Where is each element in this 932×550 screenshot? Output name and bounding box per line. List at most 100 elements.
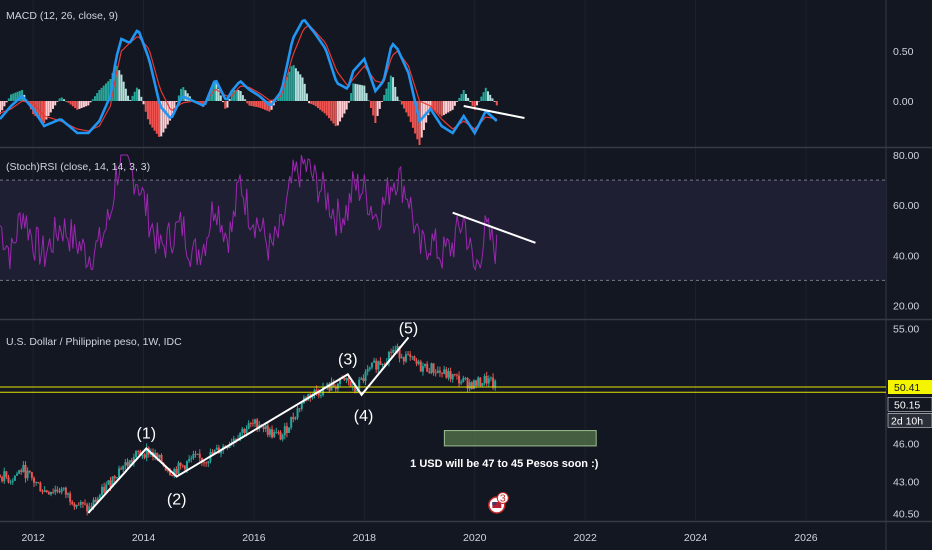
candle-body xyxy=(11,480,14,482)
macd-histogram-bar xyxy=(411,101,414,128)
macd-histogram-bar xyxy=(235,90,238,101)
macd-histogram-bar xyxy=(303,83,306,101)
candle-body xyxy=(137,451,140,452)
candle-body xyxy=(462,378,465,382)
candle-body xyxy=(451,374,454,380)
target-zone-box xyxy=(443,430,597,447)
macd-histogram-bar xyxy=(299,74,302,101)
macd-histogram-bar xyxy=(378,101,381,109)
candle-body xyxy=(94,499,97,503)
candle-body xyxy=(247,423,250,429)
macd-histogram-bar xyxy=(266,101,269,111)
macd-histogram-bar xyxy=(409,101,412,123)
candle-body xyxy=(75,504,78,507)
x-tick-2016: 2016 xyxy=(242,532,266,544)
macd-histogram-bar xyxy=(157,101,160,137)
candle-body xyxy=(358,379,361,391)
macd-histogram-bar xyxy=(7,98,10,101)
candle-body xyxy=(181,465,184,467)
candle-body xyxy=(489,377,492,379)
macd-histogram-bar xyxy=(133,91,136,101)
macd-histogram-bar xyxy=(484,87,487,101)
candle-body xyxy=(441,372,444,374)
candle-body xyxy=(50,492,53,495)
macd-histogram-bar xyxy=(316,101,319,109)
x-tick-2020: 2020 xyxy=(463,532,487,544)
candle-body xyxy=(35,482,38,483)
macd-histogram-bar xyxy=(36,101,39,118)
candle-body xyxy=(18,470,21,474)
macd-histogram-bar xyxy=(224,101,227,109)
macd-histogram-bar xyxy=(323,101,326,114)
macd-histogram-bar xyxy=(345,101,348,110)
candle-body xyxy=(207,461,210,464)
stoch-rsi-line xyxy=(0,154,498,272)
macd-histogram-bar xyxy=(350,93,353,101)
macd-histogram-bar xyxy=(398,100,401,102)
price-pane: (1) (2) (3) (4) (5) 3 xyxy=(0,320,886,516)
macd-histogram-bar xyxy=(442,101,445,116)
candle-body xyxy=(449,371,452,380)
candle-body xyxy=(139,451,142,455)
macd-histogram-bar xyxy=(286,76,289,101)
candle-body xyxy=(353,386,356,392)
candle-body xyxy=(188,459,191,462)
macd-histogram-bar xyxy=(290,66,293,101)
candle-body xyxy=(468,382,471,389)
candle-body xyxy=(71,501,74,505)
macd-histogram-bar xyxy=(213,81,216,101)
macd-histogram-bar xyxy=(440,101,443,117)
rsi-y-tick: 20.00 xyxy=(893,300,919,312)
candle-body xyxy=(33,477,36,483)
candle-body xyxy=(228,444,231,449)
candle-body xyxy=(160,454,163,464)
macd-histogram-bar xyxy=(358,84,361,101)
macd-histogram-bar xyxy=(464,93,467,101)
macd-histogram-bar xyxy=(69,101,72,105)
macd-histogram-bar xyxy=(124,88,127,101)
candle-body xyxy=(364,371,367,381)
candle-body xyxy=(396,346,399,350)
candle-body xyxy=(7,477,10,483)
candle-body xyxy=(392,349,395,353)
macd-histogram-bar xyxy=(394,86,397,101)
macd-histogram-bar xyxy=(478,101,481,102)
candle-body xyxy=(362,378,365,381)
countdown-tag xyxy=(887,413,932,428)
candle-body xyxy=(226,447,229,449)
macd-histogram-bar xyxy=(71,101,74,107)
candle-body xyxy=(368,367,371,370)
candle-body xyxy=(98,494,101,499)
macd-histogram-bar xyxy=(171,101,174,116)
macd-histogram-bar xyxy=(305,93,308,101)
secondary-price-label: 50.15 xyxy=(894,399,920,411)
x-tick-2012: 2012 xyxy=(21,532,45,544)
candle-body xyxy=(455,374,458,376)
x-tick-2018: 2018 xyxy=(353,532,377,544)
macd-histogram-bar xyxy=(292,65,295,101)
candle-body xyxy=(421,366,424,372)
candle-body xyxy=(239,432,242,439)
target-annotation: 1 USD will be 47 to 45 Pesos soon :) xyxy=(410,458,599,470)
macd-histogram-bar xyxy=(363,85,366,101)
macd-histogram-bar xyxy=(462,90,465,101)
macd-histogram-bar xyxy=(162,101,165,133)
candle-body xyxy=(319,395,322,396)
macd-histogram-bar xyxy=(144,101,147,112)
macd-histogram-bar xyxy=(233,90,236,101)
candle-body xyxy=(179,462,182,466)
us-flag-icon-canton xyxy=(492,502,497,505)
macd-histogram-bar xyxy=(407,101,410,117)
macd-histogram-bar xyxy=(5,101,8,103)
candle-body xyxy=(424,363,427,367)
candle-body xyxy=(73,504,76,507)
macd-histogram-bar xyxy=(480,96,483,101)
macd-histogram-bar xyxy=(222,101,225,103)
macd-histogram-bar xyxy=(3,101,6,107)
candle-body xyxy=(54,489,57,493)
candle-body xyxy=(370,362,373,368)
macd-histogram-bar xyxy=(495,101,498,106)
macd-histogram-bar xyxy=(175,101,178,103)
candle-body xyxy=(175,468,178,474)
candle-body xyxy=(158,454,161,458)
